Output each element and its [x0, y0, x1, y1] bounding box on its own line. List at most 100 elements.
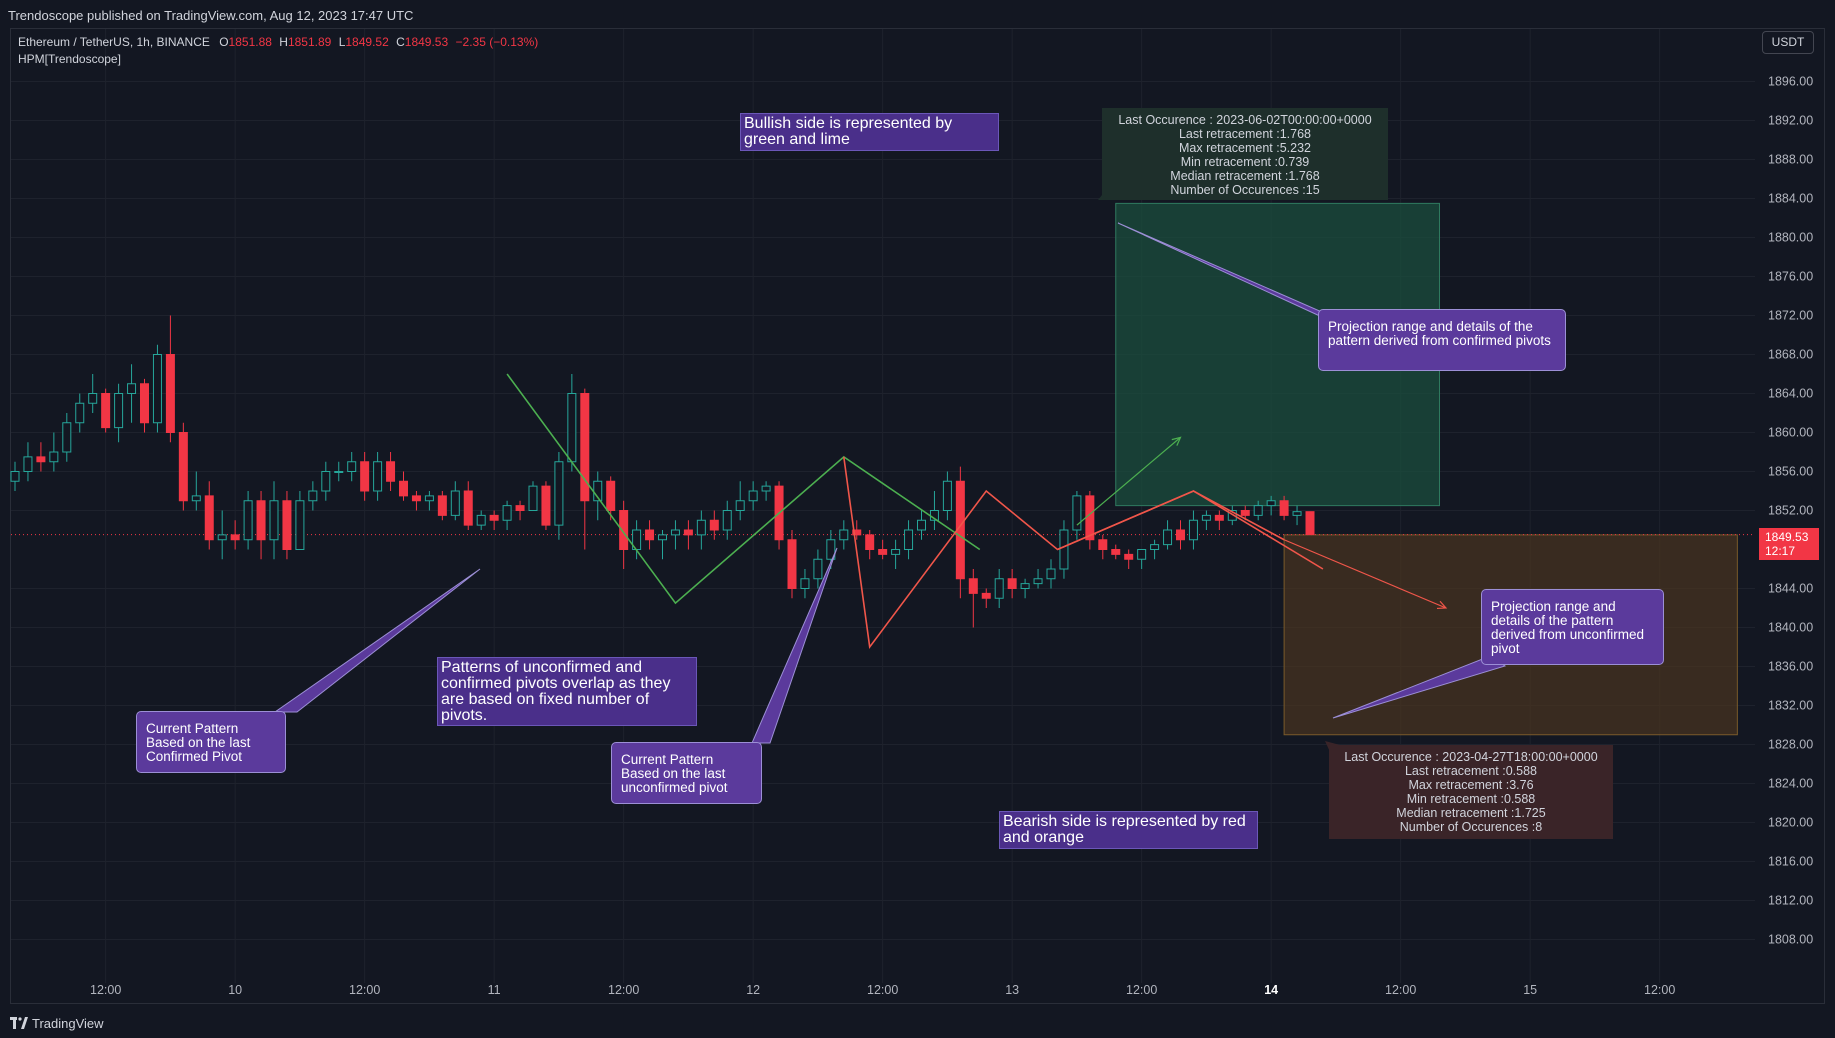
candle-body: [140, 383, 149, 424]
candle-body: [735, 500, 745, 511]
candle-body: [1292, 511, 1302, 516]
time-tick-label: 13: [1005, 983, 1019, 997]
candle-body: [269, 500, 279, 541]
bear-stat-min-retracement: Min retracement :0.588: [1406, 792, 1536, 806]
candle-body: [722, 510, 732, 531]
close-label: C: [396, 35, 405, 49]
candle-body: [1163, 529, 1173, 546]
pattern-line-unconfirmed: [1057, 490, 1285, 551]
candle-body: [865, 534, 875, 550]
candle-body: [1176, 529, 1185, 541]
open-label: O: [219, 35, 229, 49]
candle-body: [36, 456, 46, 463]
candle-body: [1240, 510, 1250, 516]
candle-body: [917, 519, 926, 531]
candle-body: [878, 549, 888, 555]
bull-stat-last-occurence: Last Occurence : 2023-06-02T00:00:00+000…: [1118, 113, 1372, 127]
candle-body: [321, 471, 331, 492]
bull-projection-arrow-head: [1171, 436, 1182, 446]
candle-body: [645, 529, 655, 541]
tradingview-logo-icon[interactable]: [10, 1017, 28, 1029]
bull-stat-median-retracement: Median retracement :1.768: [1170, 169, 1320, 183]
candle-body: [360, 461, 370, 492]
candle-body: [476, 514, 486, 526]
candle-body: [204, 495, 214, 541]
price-tick-label: 1812.00: [1768, 894, 1813, 908]
candle-body: [489, 514, 499, 521]
candle-body: [1072, 495, 1082, 531]
candle-body: [75, 402, 85, 424]
time-tick-label: 12:00: [608, 983, 639, 997]
indicator-legend[interactable]: HPM[Trendoscope]: [18, 52, 121, 66]
candle-body: [152, 354, 162, 424]
price-tick-label: 1808.00: [1768, 933, 1813, 947]
published-text: Trendoscope published on TradingView.com…: [8, 8, 414, 23]
candle-body: [334, 471, 344, 473]
candle-body: [1266, 500, 1276, 507]
last-price-label: 1849.53 12:17: [1759, 528, 1819, 560]
candle-body: [709, 519, 719, 531]
candle-body: [502, 505, 512, 521]
bear-stat-last-occurence: Last Occurence : 2023-04-27T18:00:00+000…: [1344, 750, 1598, 764]
bull-stat-occurences: Number of Occurences :15: [1170, 183, 1320, 197]
candle-body: [1007, 578, 1017, 589]
candle-body: [1046, 568, 1056, 580]
bullish-note: Bullish side is represented by green and…: [740, 113, 999, 151]
candle-body: [308, 490, 318, 502]
candle-body: [826, 539, 836, 560]
candle-body: [1098, 539, 1108, 550]
candle-body: [1253, 505, 1263, 516]
candle-body: [243, 500, 253, 541]
unconfirmed-projection-note: Projection range and details of the patt…: [1481, 589, 1664, 665]
symbol-label[interactable]: Ethereum / TetherUS, 1h, BINANCE: [18, 35, 210, 49]
time-axis[interactable]: 12:00 10 12:00 11 12:00 12 12:00 13 12:00 14 12:00…: [90, 983, 1675, 997]
candle-body: [49, 451, 59, 463]
time-tick-label: 14: [1264, 983, 1278, 997]
low-label: L: [338, 35, 346, 49]
candle-body: [787, 539, 797, 589]
candle-body: [1150, 544, 1160, 550]
candle-body: [619, 510, 629, 550]
bear-stats-box: Last Occurence : 2023-04-27T18:00:00+000…: [1329, 745, 1613, 839]
price-tick-label: 1876.00: [1768, 270, 1813, 284]
bull-stat-max-retracement: Max retracement :5.232: [1178, 141, 1311, 155]
candle-body: [528, 485, 538, 511]
callout-pointer: [273, 568, 481, 713]
time-tick-label: 12:00: [867, 983, 898, 997]
bull-stat-min-retracement: Min retracement :0.739: [1180, 155, 1310, 169]
candle-body: [1033, 578, 1043, 585]
candle-body: [450, 490, 460, 516]
price-tick-label: 1852.00: [1768, 504, 1813, 518]
bull-stats-box: Last Occurence : 2023-06-02T00:00:00+000…: [1102, 108, 1388, 200]
candle-body: [437, 495, 447, 516]
currency-button[interactable]: USDT: [1762, 31, 1814, 54]
candle-body: [295, 500, 305, 550]
price-tick-label: 1860.00: [1768, 426, 1813, 440]
close-value: 1849.53: [404, 35, 449, 49]
candle-body: [696, 519, 706, 536]
candle-body: [515, 505, 525, 511]
pattern-line-bearish: [843, 456, 1324, 650]
candle-body: [813, 558, 823, 580]
bearish-note: Bearish side is represented by red and o…: [999, 811, 1258, 849]
candle-body: [1188, 519, 1198, 541]
price-tick-label: 1824.00: [1768, 777, 1813, 791]
time-tick-label: 10: [228, 983, 242, 997]
price-tick-label: 1840.00: [1768, 621, 1813, 635]
price-tick-label: 1816.00: [1768, 855, 1813, 869]
price-tick-label: 1864.00: [1768, 387, 1813, 401]
candle-body: [101, 393, 111, 429]
candle-body: [891, 549, 901, 555]
bar-countdown: 12:17: [1765, 544, 1796, 558]
candle-body: [852, 529, 862, 536]
brand-name[interactable]: TradingView: [32, 1016, 104, 1031]
price-tick-label: 1832.00: [1768, 699, 1813, 713]
price-chart[interactable]: 1896.00 1892.00 1888.00 1884.00 1880.00 1876.…: [0, 0, 1835, 1008]
bear-stat-max-retracement: Max retracement :3.76: [1408, 778, 1534, 792]
candle-body: [748, 490, 758, 502]
price-axis[interactable]: 1896.00 1892.00 1888.00 1884.00 1880.00 1876.…: [1768, 75, 1813, 947]
candle-body: [761, 485, 771, 492]
candle-body: [981, 592, 991, 599]
candle-body: [1124, 553, 1134, 560]
candle-body: [282, 500, 292, 550]
